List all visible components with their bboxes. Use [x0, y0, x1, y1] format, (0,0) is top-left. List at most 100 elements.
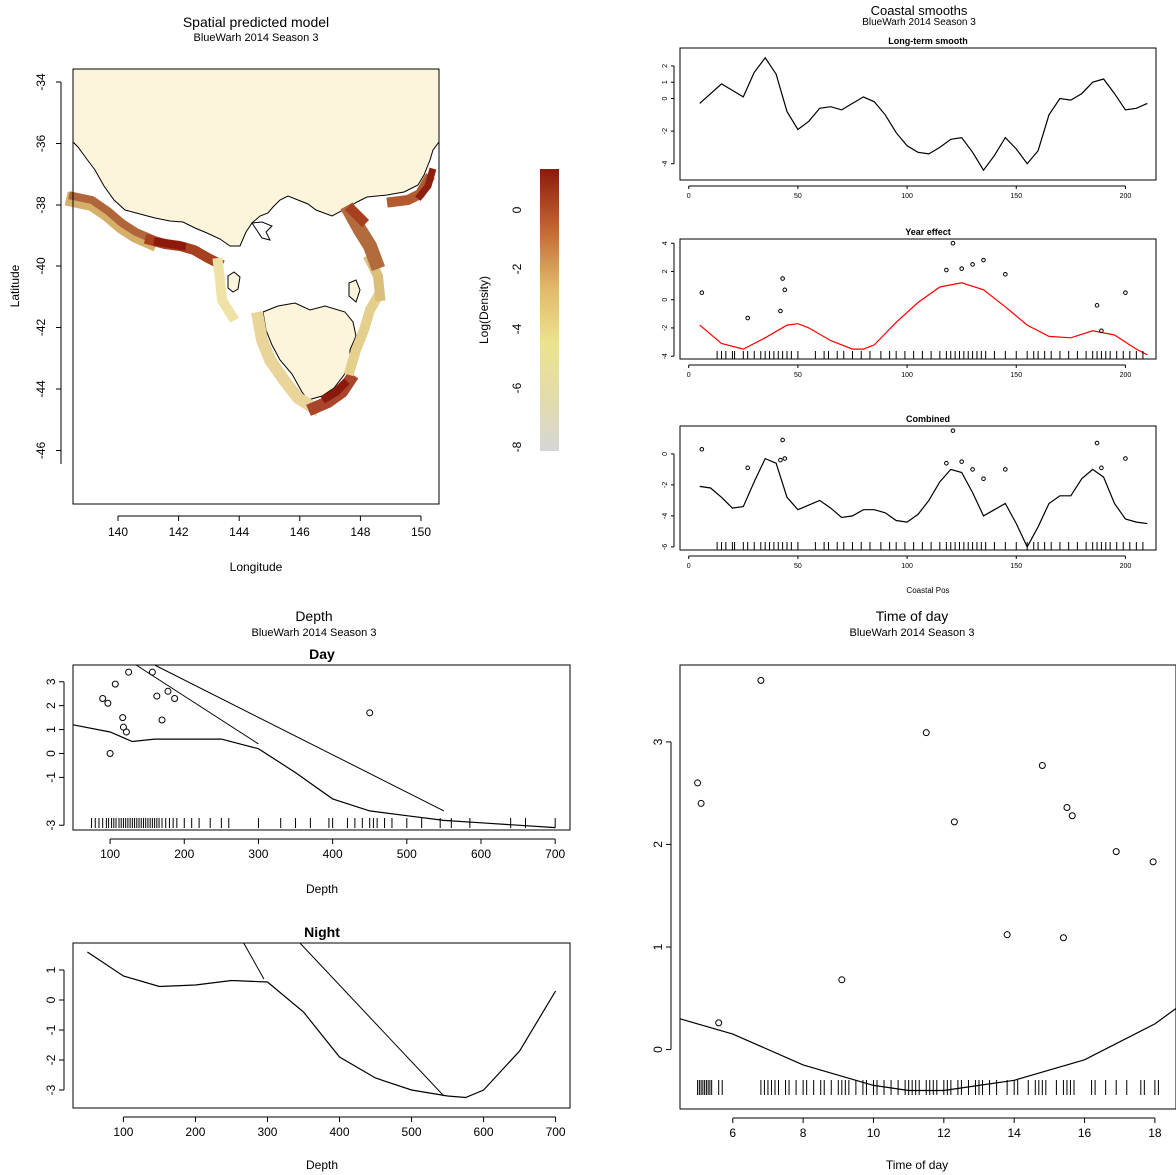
spatial-y-axis: -34 -36 -38 -40 -42 -44 -46 Latitude [8, 73, 62, 464]
depth-subtitle: BlueWarh 2014 Season 3 [252, 627, 377, 639]
depth-night-x-tick-label: 700 [546, 1125, 566, 1139]
depth-day-point [153, 692, 161, 700]
year-effect-y-tick-label: 0 [662, 298, 669, 302]
depth-day-diagonal-line [154, 664, 445, 812]
long-term-smooth-line [699, 56, 1148, 172]
depth-day-x-tick-label: 700 [545, 847, 565, 861]
year-effect-x-tick-label: 200 [1120, 372, 1132, 379]
depth-night-y-tick-label: -3 [44, 1084, 58, 1095]
depth-panel-titles: Depth BlueWarh 2014 Season 3 Day Depth N… [252, 608, 377, 1172]
spatial-x-tick-label: 140 [108, 525, 128, 539]
depth-day-point [106, 749, 114, 757]
coastal-panel-title: Combined [906, 414, 950, 424]
combined-point [1094, 440, 1100, 446]
depth-night-x-tick-label: 600 [474, 1125, 494, 1139]
timeofday-point [950, 818, 958, 826]
depth-day-plot-frame [72, 664, 571, 831]
timeofday-y-tick-label: 2 [651, 841, 665, 848]
depth-panel-title-day: Day [309, 646, 335, 662]
combined-point [944, 460, 949, 466]
depth-night-plot-frame [72, 942, 571, 1109]
depth-day-x-tick-label: 500 [397, 847, 417, 861]
timeofday-panel-titles: Time of day BlueWarh 2014 Season 3 Time … [850, 608, 975, 1172]
spatial-y-tick-label: -42 [34, 319, 48, 337]
spatial-subtitle: BlueWarh 2014 Season 3 [194, 32, 319, 44]
year-effect-point [959, 266, 964, 271]
spatial-x-tick-label: 150 [411, 525, 431, 539]
combined-x-tick-label: 150 [1010, 563, 1022, 570]
long-term-smooth-y-tick-label: -4 [662, 160, 669, 166]
depth-night-x-tick-label: 300 [257, 1125, 277, 1139]
combined-point [699, 446, 705, 452]
combined-point [782, 456, 788, 461]
combined-y-tick-label: -2 [662, 482, 669, 488]
spatial-y-tick-label: -44 [34, 380, 48, 398]
spatial-x-tick-label: 148 [350, 525, 370, 539]
combined-plot-frame [679, 425, 1157, 551]
year-effect-plot-frame [679, 238, 1157, 360]
depth-day-y-tick-label: 3 [44, 678, 58, 685]
density-color-bar [540, 169, 559, 451]
depth-day-point [104, 699, 112, 707]
timeofday-point [697, 799, 705, 807]
timeofday-x-tick-label: 8 [800, 1126, 807, 1140]
long-term-smooth-x-tick-label: 50 [794, 193, 802, 200]
year-effect-y-tick-label: 4 [662, 241, 669, 245]
long-term-smooth-y-tick-label: 1 [662, 80, 669, 84]
timeofday-point [922, 729, 930, 737]
timeofday-point [838, 976, 846, 984]
spatial-y-tick-label: -40 [34, 257, 48, 275]
coastal-density-band [64, 167, 437, 417]
combined-x-tick-label: 0 [687, 563, 691, 570]
coastal-subtitle: BlueWarh 2014 Season 3 [862, 17, 976, 28]
density-band-otway-core [153, 237, 187, 251]
spatial-y-tick-label: -36 [34, 135, 48, 153]
spatial-x-tick-label: 142 [169, 525, 189, 539]
year-effect-point [950, 240, 956, 246]
long-term-smooth-x-tick-label: 100 [901, 193, 913, 200]
depth-day-y-tick-label: 2 [44, 702, 58, 709]
depth-night-y-tick-label: -1 [44, 1024, 58, 1035]
depth-day-line [72, 724, 556, 829]
year-effect-line [699, 282, 1148, 356]
timeofday-x-tick-label: 12 [937, 1126, 951, 1140]
combined-point [1003, 467, 1008, 472]
long-term-smooth-x-tick-label: 150 [1010, 193, 1022, 200]
year-effect-panel: 0 50 100 150 200 -4 -2 0 2 4 [662, 238, 1157, 379]
year-effect-point [1003, 271, 1008, 277]
timeofday-x-label: Time of day [886, 1158, 948, 1172]
combined-point [981, 476, 986, 482]
depth-night-diagonal-line [243, 942, 265, 980]
coastal-title: Coastal smooths [871, 3, 968, 18]
long-term-smooth-y-tick-label: 2 [662, 64, 669, 68]
timeofday-subtitle: BlueWarh 2014 Season 3 [850, 627, 975, 639]
combined-y-tick-label: -4 [662, 513, 669, 519]
timeofday-point [1038, 761, 1046, 769]
combined-point [745, 465, 750, 471]
year-effect-y-tick-label: -4 [662, 353, 669, 359]
spatial-x-tick-label: 144 [229, 525, 249, 539]
timeofday-title: Time of day [876, 608, 949, 624]
timeofday-x-tick-label: 18 [1148, 1126, 1162, 1140]
combined-point [950, 428, 956, 433]
combined-y-tick-label: 0 [662, 452, 669, 456]
depth-day-point [111, 680, 119, 688]
year-effect-point [981, 257, 986, 263]
depth-day-y-tick-label: -1 [44, 772, 58, 783]
timeofday-plot-frame [679, 664, 1176, 1110]
combined-x-tick-label: 100 [901, 563, 913, 570]
year-effect-point [782, 287, 788, 293]
depth-panel-title-night: Night [304, 924, 340, 940]
combined-y-tick-label: -6 [662, 544, 669, 550]
year-effect-y-tick-label: 2 [662, 269, 669, 273]
year-effect-y-tick-label: -2 [662, 325, 669, 331]
spatial-y-tick-label: -38 [34, 196, 48, 214]
timeofday-point [715, 1019, 723, 1027]
year-effect-x-tick-label: 150 [1010, 372, 1022, 379]
timeofday-x-tick-label: 6 [729, 1126, 736, 1140]
depth-day-x-tick-label: 400 [323, 847, 343, 861]
flinders-island [348, 279, 361, 303]
timeofday-x-tick-label: 14 [1008, 1126, 1022, 1140]
timeofday-point [1059, 934, 1067, 942]
